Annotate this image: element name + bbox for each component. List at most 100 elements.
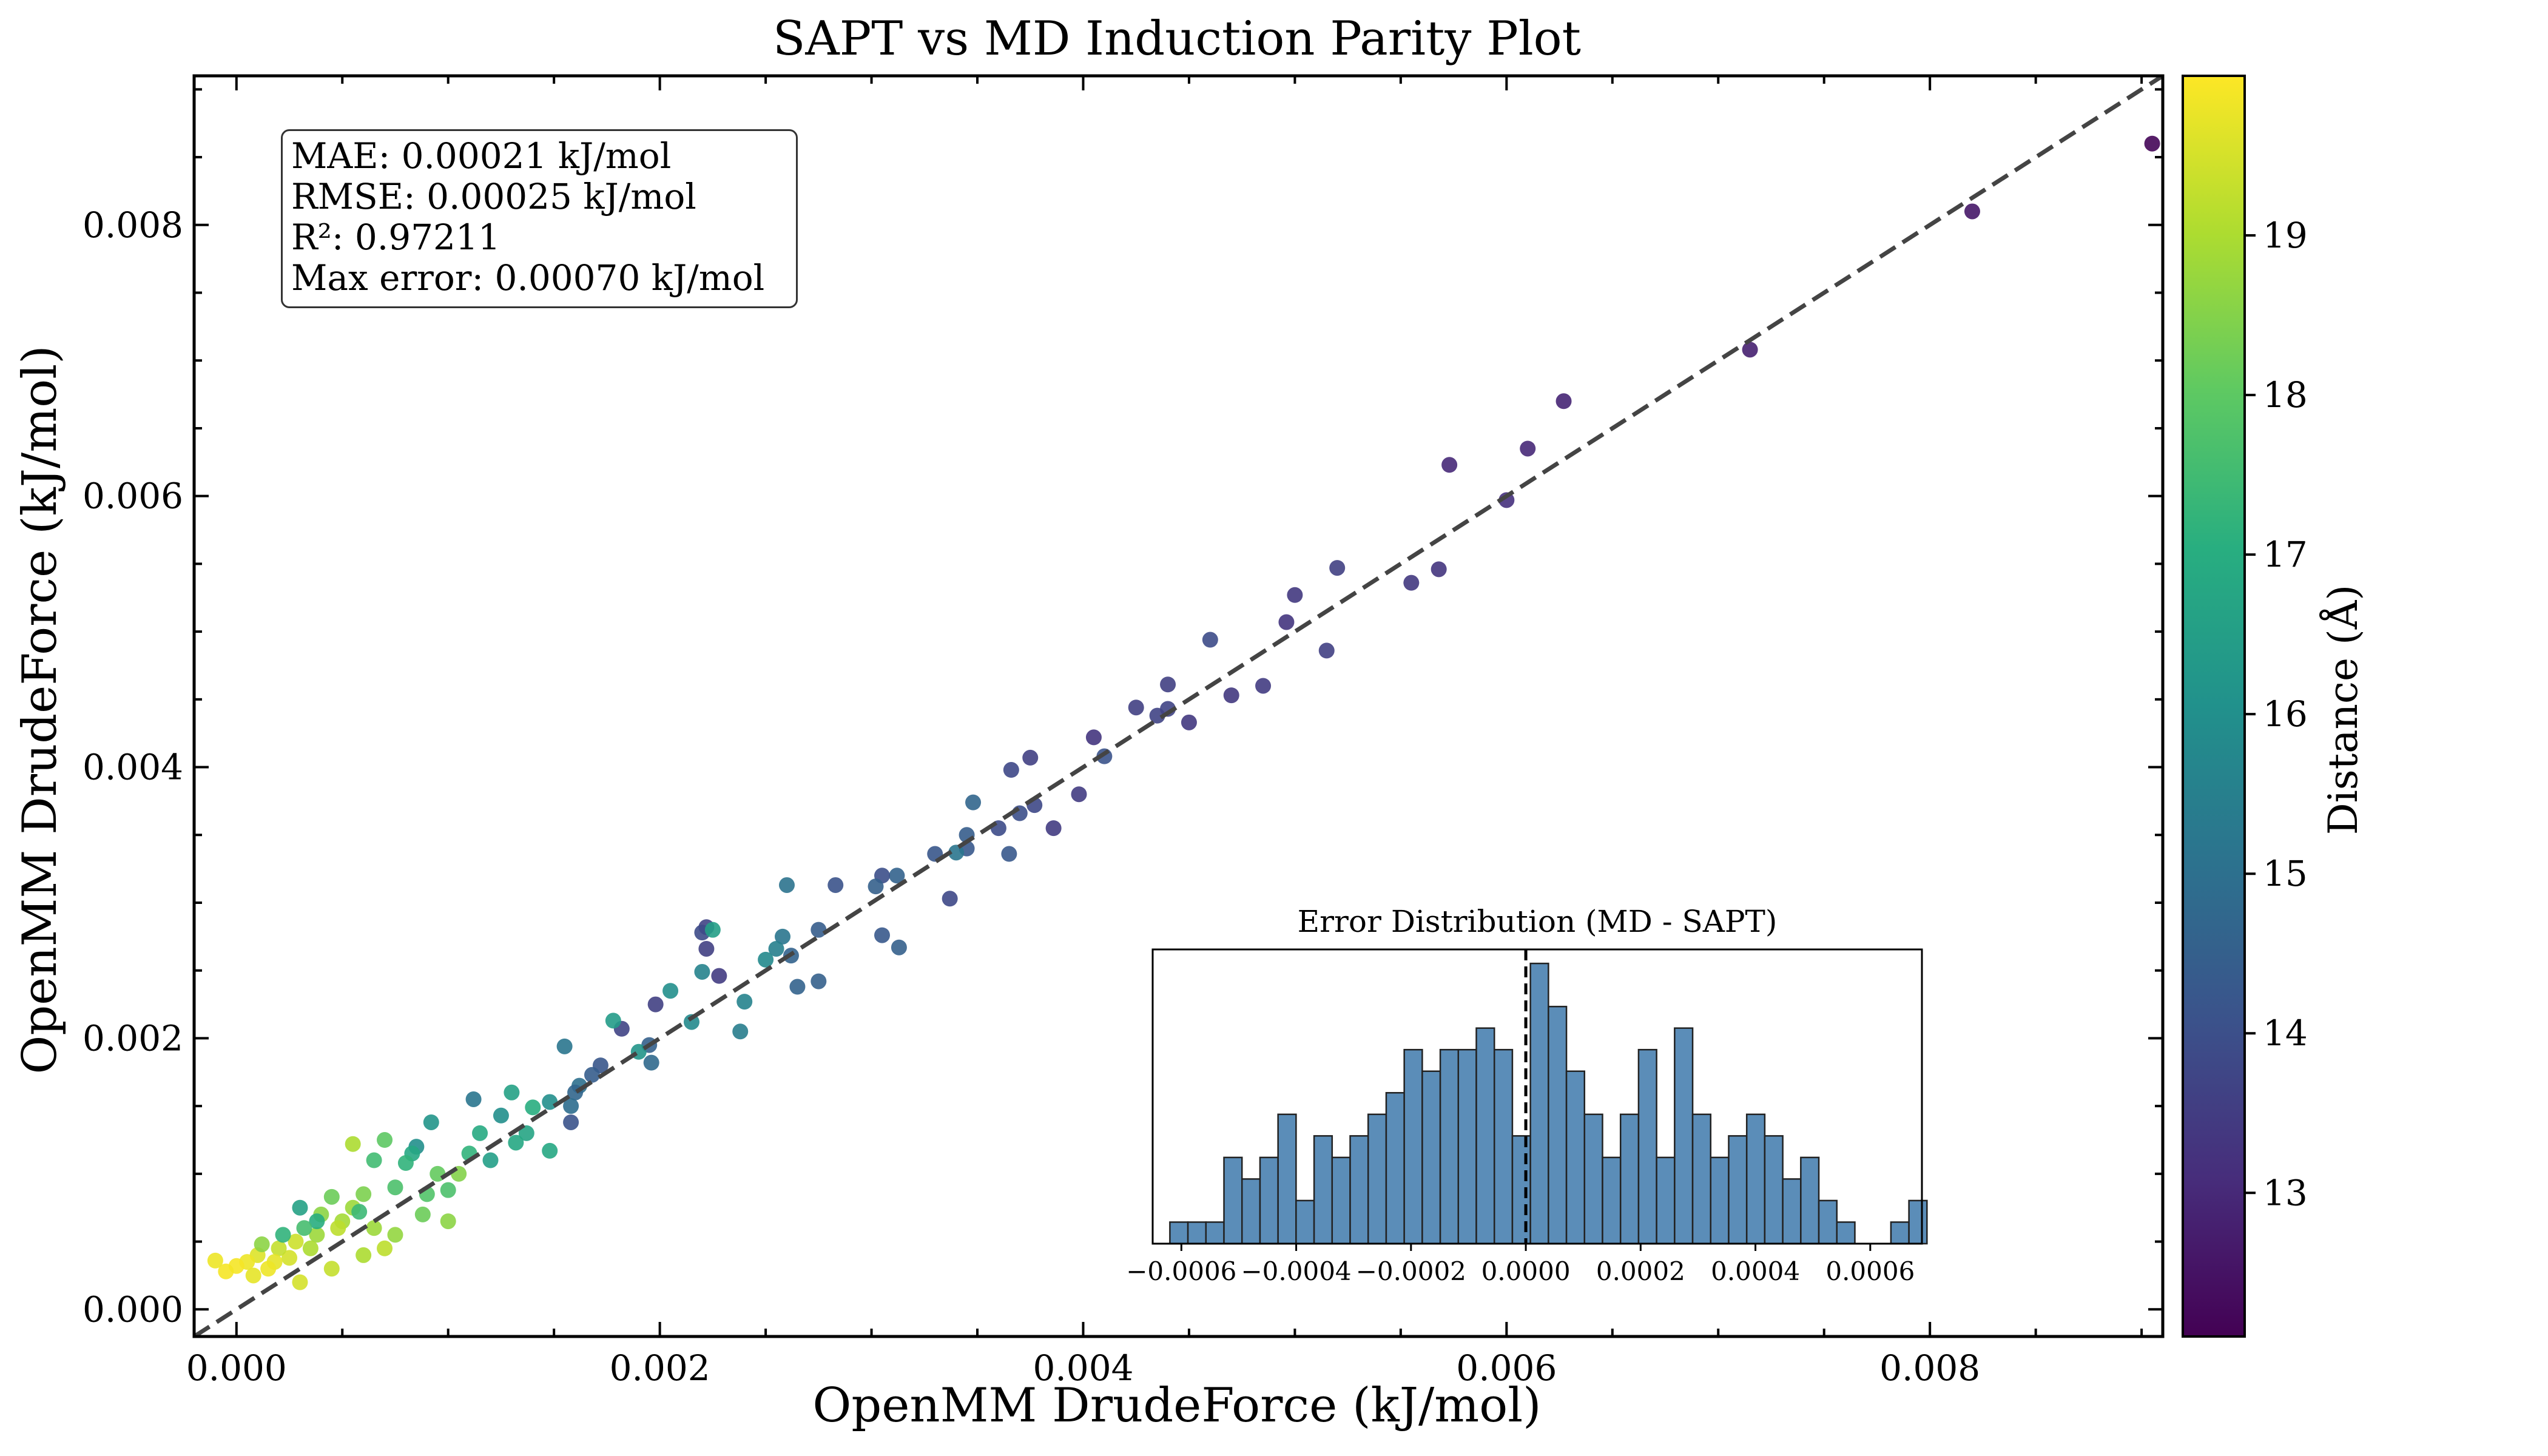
data-point (891, 939, 907, 956)
data-point (868, 878, 884, 895)
data-point (465, 1091, 482, 1107)
histogram-bar (1223, 1156, 1243, 1245)
data-point (811, 973, 827, 989)
histogram-bar (1205, 1221, 1225, 1245)
data-point (302, 1240, 318, 1256)
histogram-bar (1782, 1178, 1802, 1245)
data-point (584, 1067, 600, 1083)
data-point (1278, 614, 1295, 630)
data-point (366, 1152, 382, 1168)
x-axis-label: OpenMM DrudeForce (kJ/mol) (812, 1378, 1541, 1433)
data-point (1045, 820, 1062, 837)
data-point (704, 922, 721, 938)
data-point (942, 891, 958, 907)
colorbar-tick-label: 14 (2263, 1013, 2308, 1054)
data-point (414, 1206, 431, 1222)
data-point (1403, 575, 1420, 591)
y-tick-label: 0.002 (83, 1017, 183, 1059)
data-point (387, 1227, 403, 1243)
chart-title: SAPT vs MD Induction Parity Plot (773, 12, 1581, 66)
data-point (423, 1114, 439, 1130)
histogram-bar (1529, 962, 1549, 1245)
data-point (275, 1227, 291, 1243)
data-point (482, 1152, 499, 1168)
data-point (1318, 642, 1335, 659)
data-point (643, 1054, 659, 1071)
inset-axis-ticks: −0.0006 −0.0004 −0.0002 0.0000 0.0002 0.0004 0… (1126, 1244, 1915, 1286)
data-point (542, 1142, 558, 1159)
inset-x-tick-label: 0.0002 (1596, 1256, 1685, 1286)
histogram-bar (1169, 1221, 1189, 1245)
data-point (377, 1132, 393, 1148)
data-point (323, 1188, 340, 1205)
data-point (789, 979, 806, 995)
data-point (508, 1134, 524, 1151)
data-point (1128, 699, 1144, 716)
histogram-bar (1818, 1199, 1838, 1245)
data-point (1160, 676, 1176, 693)
data-point (1071, 786, 1087, 803)
data-point (309, 1213, 325, 1230)
data-point (288, 1233, 304, 1250)
data-point (351, 1204, 368, 1220)
colorbar-tick-label: 19 (2263, 215, 2308, 256)
data-point (207, 1252, 223, 1269)
data-point (1181, 714, 1197, 730)
data-point (732, 1023, 749, 1040)
y-tick-label: 0.008 (83, 204, 183, 246)
histogram-bar (1367, 1113, 1387, 1245)
colorbar (2182, 75, 2246, 1338)
data-point (525, 1099, 541, 1116)
data-point (694, 963, 710, 980)
histogram-bar (1439, 1048, 1460, 1245)
histogram-bar (1674, 1027, 1694, 1245)
data-point (1001, 846, 1017, 862)
data-point (309, 1227, 325, 1243)
data-point (965, 794, 982, 811)
data-point (563, 1098, 579, 1114)
y-axis-label: OpenMM DrudeForce (kJ/mol) (13, 345, 67, 1074)
histogram-bar (1656, 1156, 1676, 1245)
histogram-bar (1890, 1221, 1910, 1245)
data-point (775, 928, 791, 945)
colorbar-tick-label: 16 (2263, 693, 2308, 735)
histogram-bar (1548, 1005, 1568, 1245)
mae-text: MAE: 0.00021 kJ/mol (291, 135, 672, 177)
data-point (1202, 632, 1218, 648)
histogram-bar (1764, 1135, 1784, 1245)
data-point (948, 844, 965, 861)
data-point (1329, 560, 1346, 576)
colorbar-tick-label: 13 (2263, 1172, 2308, 1213)
data-point (563, 1114, 579, 1130)
data-point (2144, 135, 2160, 152)
r2-text: R²: 0.97211 (291, 217, 500, 258)
data-point (254, 1236, 270, 1253)
y-tick-label: 0.006 (83, 476, 183, 517)
data-point (1255, 678, 1272, 694)
data-point (1555, 393, 1572, 410)
rmse-text: RMSE: 0.00025 kJ/mol (291, 176, 696, 217)
data-point (440, 1213, 456, 1230)
colorbar-label: Distance (Å) (2320, 585, 2367, 835)
data-point (296, 1220, 312, 1236)
main-axis-tick-labels: 0.000 0.002 0.004 0.006 0.008 0.000 0.002 0.004… (83, 204, 1980, 1389)
data-point (387, 1179, 403, 1196)
data-point (874, 927, 891, 943)
histogram-bar (1331, 1156, 1351, 1245)
data-point (292, 1274, 308, 1290)
data-point (768, 940, 784, 957)
data-point (811, 922, 827, 938)
data-point (1223, 687, 1239, 704)
data-point (711, 968, 727, 984)
data-point (218, 1263, 234, 1279)
data-point (1022, 749, 1039, 766)
data-point (778, 877, 795, 893)
inset-x-tick-label: 0.0004 (1711, 1256, 1800, 1286)
colorbar-ticks: 13 14 15 16 17 18 19 (2245, 215, 2308, 1213)
inset-x-tick-label: −0.0002 (1356, 1256, 1466, 1286)
data-point (1520, 440, 1536, 457)
inset-x-tick-label: 0.0000 (1481, 1256, 1571, 1286)
data-point (345, 1136, 361, 1152)
inset-x-tick-label: 0.0006 (1825, 1256, 1915, 1286)
data-point (556, 1038, 573, 1054)
